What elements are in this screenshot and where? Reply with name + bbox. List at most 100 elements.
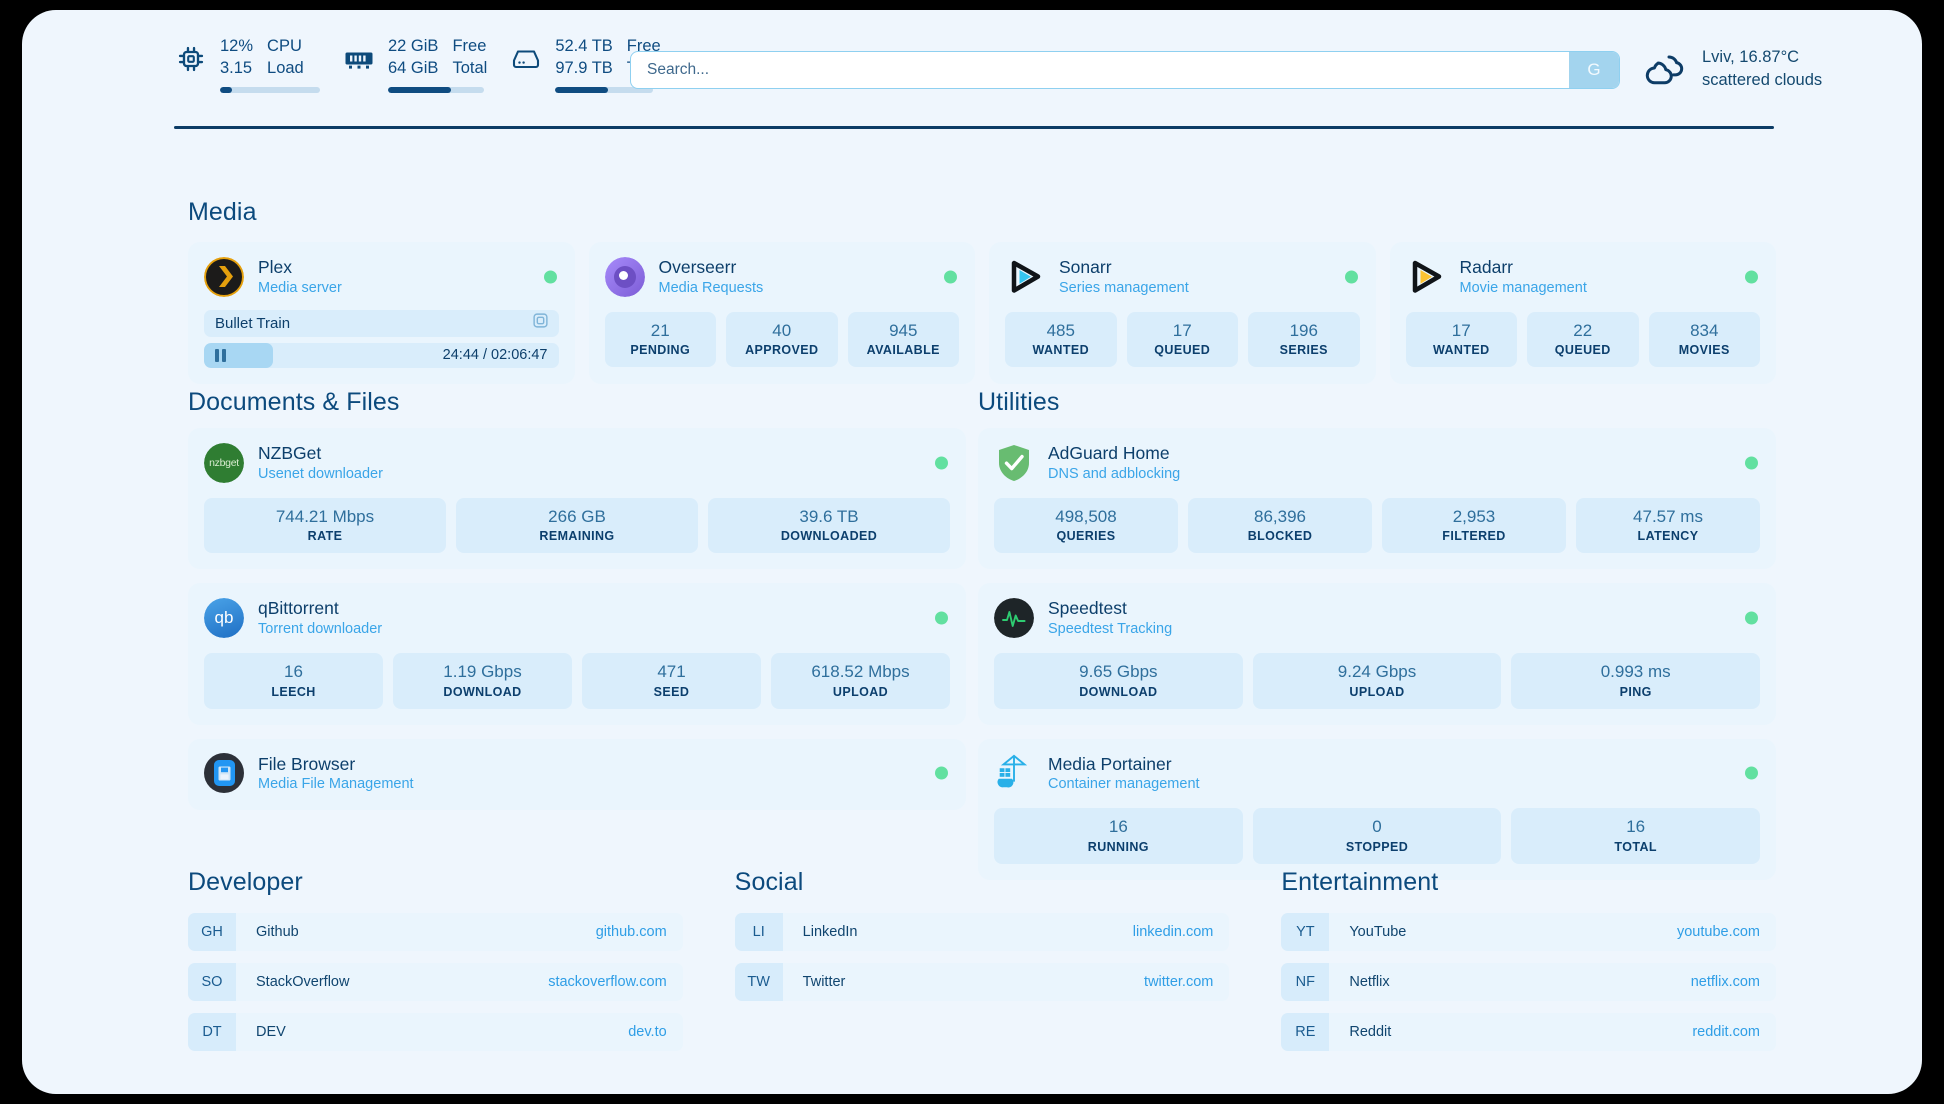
stat-values: 52.4 TB 97.9 TB [555, 36, 612, 80]
bookmark-badge: TW [734, 963, 783, 1001]
bookmark-name: Twitter [802, 974, 846, 990]
card-header: qb qBittorrent Torrent downloader [204, 597, 950, 639]
bookmark-url: youtube.com [1676, 924, 1761, 940]
bookmark-name: LinkedIn [802, 924, 858, 940]
playback-progress-bar[interactable]: 24:44 / 02:06:47 [204, 342, 559, 368]
bookmark-item-netflix[interactable]: NF Netflix netflix.com [1281, 963, 1777, 1001]
cloud-icon [1644, 53, 1686, 85]
plex-logo [204, 256, 244, 297]
metric-value: 945 [889, 320, 918, 340]
service-card-radarr[interactable]: Radarr Movie management 17 WANTED 22 QUE… [1389, 242, 1776, 384]
bookmark-item-stackoverflow[interactable]: SO StackOverflow stackoverflow.com [188, 963, 683, 1001]
metric-label: LATENCY [1637, 529, 1699, 544]
metric-label: FILTERED [1442, 529, 1506, 544]
service-card-nzbget[interactable]: nzbget NZBGet Usenet downloader 744.21 M… [188, 428, 966, 570]
metric-upload: 618.52 Mbps UPLOAD [771, 652, 950, 709]
stat-value-secondary: 64 GiB [388, 58, 439, 77]
weather-widget: Lviv, 16.87°C scattered clouds [1644, 46, 1822, 93]
cast-icon[interactable] [532, 313, 548, 333]
stat-value-primary: 22 GiB [388, 37, 439, 55]
service-name: AdGuard Home [1048, 443, 1170, 463]
radarr-logo [1406, 257, 1446, 297]
metric-remaining: 266 GB REMAINING [456, 497, 698, 554]
search-submit-button[interactable]: G [1569, 52, 1619, 88]
sonarr-logo [1005, 257, 1045, 297]
stat-label-primary: Free [452, 37, 487, 55]
bookmark-badge: LI [734, 913, 783, 951]
metric-label: RUNNING [1087, 840, 1149, 855]
metric-value: 1.19 Gbps [443, 661, 522, 681]
bookmark-item-youtube[interactable]: YT YouTube youtube.com [1281, 913, 1777, 951]
card-header: Overseerr Media Requests [604, 256, 960, 298]
metrics-row: 9.65 Gbps DOWNLOAD 9.24 Gbps UPLOAD 0.99… [994, 652, 1761, 709]
metric-label: MOVIES [1678, 343, 1730, 358]
metrics-row: 17 WANTED 22 QUEUED 834 MOVIES [1405, 311, 1760, 368]
metric-queries: 498,508 QUERIES [994, 497, 1178, 554]
stat-group-memory-ram: 22 GiB 64 GiB Free Total [342, 36, 487, 93]
bookmark-item-reddit[interactable]: RE Reddit reddit.com [1281, 1013, 1777, 1051]
metric-label: STOPPED [1345, 840, 1409, 855]
bookmark-url: linkedin.com [1132, 924, 1214, 940]
bookmark-item-twitter[interactable]: TW Twitter twitter.com [734, 963, 1230, 1001]
card-titles: Speedtest Speedtest Tracking [1048, 597, 1172, 639]
stat-group-cpu-chip: 12% 3.15 CPU Load [174, 36, 320, 93]
card-titles: Overseerr Media Requests [659, 256, 764, 298]
card-titles: Plex Media server [258, 256, 342, 298]
status-badge [1745, 611, 1758, 625]
stat-body: 22 GiB 64 GiB Free Total [388, 36, 487, 93]
card-header: Radarr Movie management [1406, 256, 1761, 298]
now-playing-bar[interactable]: Bullet Train [204, 309, 559, 337]
service-card-sonarr[interactable]: Sonarr Series management 485 WANTED 17 Q… [989, 242, 1376, 384]
card-header: Plex Media server [204, 256, 559, 298]
metric-stopped: 0 STOPPED [1252, 808, 1502, 865]
stat-values: 12% 3.15 [220, 36, 253, 80]
metric-latency: 47.57 ms LATENCY [1576, 497, 1760, 554]
metric-value: 471 [657, 661, 686, 681]
bookmark-url: twitter.com [1144, 974, 1214, 990]
metric-value: 17 [1172, 320, 1192, 340]
bookmark-item-github[interactable]: GH Github github.com [188, 913, 683, 951]
search-input[interactable] [631, 52, 1569, 88]
metric-download: 1.19 Gbps DOWNLOAD [393, 652, 572, 709]
status-badge [1745, 456, 1758, 470]
bookmark-badge: SO [188, 963, 236, 1001]
service-card-qbittorrent[interactable]: qb qBittorrent Torrent downloader 16 LEE… [188, 583, 966, 725]
service-card-adguard-home[interactable]: AdGuard Home DNS and adblocking 498,508 … [978, 428, 1776, 570]
service-description: Usenet downloader [258, 465, 383, 482]
utilities-card-column: AdGuard Home DNS and adblocking 498,508 … [978, 428, 1776, 881]
metric-leech: 16 LEECH [204, 652, 383, 709]
card-titles: qBittorrent Torrent downloader [258, 597, 382, 639]
metric-label: TOTAL [1614, 840, 1657, 855]
service-card-plex[interactable]: Plex Media server Bullet Train 24:44 / 0… [188, 242, 575, 384]
stat-columns: 12% 3.15 CPU Load [220, 36, 320, 80]
search-bar[interactable]: G [630, 51, 1620, 89]
card-titles: NZBGet Usenet downloader [258, 442, 383, 484]
pause-icon[interactable] [215, 348, 226, 362]
bookmark-url: netflix.com [1690, 974, 1761, 990]
bookmark-badge: GH [188, 913, 236, 951]
stat-value-primary: 52.4 TB [555, 37, 613, 55]
metric-label: QUERIES [1056, 529, 1116, 544]
bookmark-item-dev[interactable]: DT DEV dev.to [188, 1013, 683, 1051]
hard-drive-icon [509, 39, 543, 79]
section-title-media: Media [188, 198, 257, 226]
service-description: DNS and adblocking [1048, 465, 1181, 482]
speedtest-logo [994, 598, 1034, 639]
service-card-file-browser[interactable]: File Browser Media File Management [188, 738, 966, 811]
overseerr-logo [604, 256, 645, 297]
metric-label: QUEUED [1554, 343, 1611, 358]
service-name: NZBGet [258, 443, 322, 463]
card-header: nzbget NZBGet Usenet downloader [204, 442, 950, 484]
service-card-overseerr[interactable]: Overseerr Media Requests 21 PENDING 40 A… [588, 242, 975, 384]
metric-value: 17 [1451, 320, 1471, 340]
filebrowser-logo [204, 753, 244, 794]
stat-value-primary: 12% [220, 37, 254, 55]
service-card-speedtest[interactable]: Speedtest Speedtest Tracking 9.65 Gbps D… [978, 583, 1776, 725]
service-card-media-portainer[interactable]: Media Portainer Container management 16 … [978, 738, 1776, 881]
service-description: Media Requests [658, 279, 764, 296]
bookmarks-row: Developer GH Github github.com SO StackO… [188, 868, 1777, 1051]
service-name: Sonarr [1059, 257, 1112, 277]
metric-label: BLOCKED [1247, 529, 1313, 544]
bookmark-item-linkedin[interactable]: LI LinkedIn linkedin.com [734, 913, 1230, 951]
metric-label: PENDING [630, 343, 691, 358]
